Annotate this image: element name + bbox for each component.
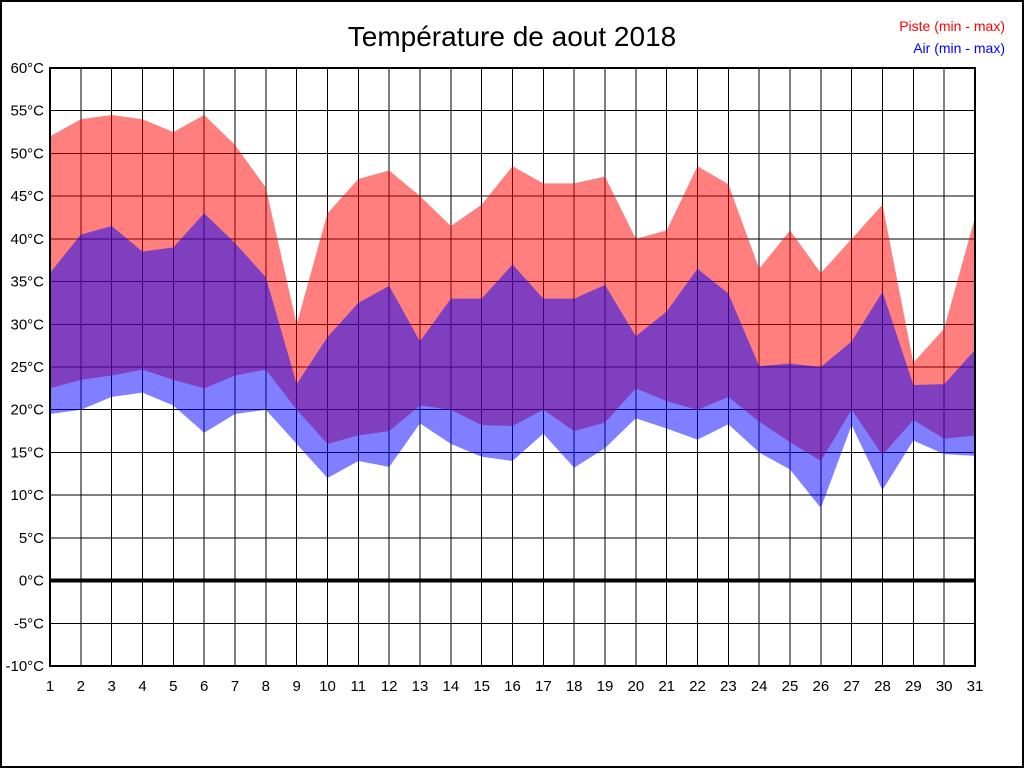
legend: Piste (min - max) Air (min - max) xyxy=(899,18,1005,56)
air-band xyxy=(50,213,975,508)
x-tick-label: 23 xyxy=(720,678,737,695)
x-tick-label: 4 xyxy=(138,678,146,695)
x-tick-label: 26 xyxy=(812,678,829,695)
legend-item-piste: Piste (min - max) xyxy=(899,18,1005,34)
legend-item-air: Air (min - max) xyxy=(913,40,1005,56)
y-tick-label: 35°C xyxy=(10,274,44,291)
x-tick-label: 25 xyxy=(782,678,799,695)
y-tick-label: 10°C xyxy=(10,487,44,504)
x-tick-label: 21 xyxy=(658,678,675,695)
x-tick-label: 3 xyxy=(107,678,115,695)
x-tick-label: 30 xyxy=(936,678,953,695)
y-tick-label: 55°C xyxy=(10,103,44,120)
x-tick-label: 20 xyxy=(627,678,644,695)
x-tick-label: 27 xyxy=(843,678,860,695)
x-tick-label: 24 xyxy=(751,678,768,695)
x-tick-label: 22 xyxy=(689,678,706,695)
x-tick-label: 17 xyxy=(535,678,552,695)
x-tick-label: 12 xyxy=(381,678,398,695)
y-tick-label: 0°C xyxy=(19,573,44,590)
x-tick-label: 8 xyxy=(262,678,270,695)
y-tick-label: 45°C xyxy=(10,188,44,205)
x-tick-label: 18 xyxy=(566,678,583,695)
tick-labels: -10°C -5°C 0°C 5°C 10°C 15°C 20°C 25°C 30°C 35°C 4… xyxy=(5,60,983,695)
y-tick-label: 25°C xyxy=(10,359,44,376)
x-tick-label: 1 xyxy=(46,678,54,695)
x-tick-label: 15 xyxy=(473,678,490,695)
x-tick-label: 31 xyxy=(967,678,984,695)
y-tick-label: 15°C xyxy=(10,444,44,461)
y-tick-label: 30°C xyxy=(10,316,44,333)
plot-frame xyxy=(49,67,976,667)
y-tick-label: 50°C xyxy=(10,145,44,162)
bands xyxy=(50,114,975,508)
x-tick-label: 2 xyxy=(77,678,85,695)
chart-title: Température de aout 2018 xyxy=(348,21,676,52)
y-tick-label: 20°C xyxy=(10,402,44,419)
plot-frame-group xyxy=(49,67,976,667)
x-tick-label: 19 xyxy=(597,678,614,695)
y-tick-label: 60°C xyxy=(10,60,44,77)
x-tick-label: 28 xyxy=(874,678,891,695)
x-tick-label: 16 xyxy=(504,678,521,695)
x-tick-label: 13 xyxy=(412,678,429,695)
y-tick-label: -10°C xyxy=(5,658,44,675)
x-tick-label: 7 xyxy=(231,678,239,695)
x-tick-label: 11 xyxy=(351,678,367,695)
x-tick-label: 6 xyxy=(200,678,208,695)
y-tick-label: 5°C xyxy=(19,530,44,547)
y-tick-label: -5°C xyxy=(14,615,44,632)
x-tick-label: 10 xyxy=(319,678,336,695)
y-tick-label: 40°C xyxy=(10,231,44,248)
x-tick-label: 5 xyxy=(169,678,177,695)
x-tick-label: 9 xyxy=(292,678,300,695)
x-tick-label: 14 xyxy=(442,678,459,695)
x-tick-label: 29 xyxy=(905,678,922,695)
